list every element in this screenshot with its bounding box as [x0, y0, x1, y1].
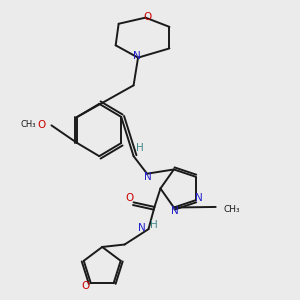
Text: N: N [144, 172, 152, 182]
Text: H: H [136, 142, 144, 152]
Text: H: H [150, 220, 158, 230]
Text: N: N [138, 223, 146, 232]
Text: N: N [172, 206, 179, 216]
Text: O: O [143, 12, 151, 22]
Text: O: O [125, 193, 133, 203]
Text: N: N [195, 193, 203, 203]
Text: O: O [38, 120, 46, 130]
Text: CH₃: CH₃ [223, 205, 240, 214]
Text: N: N [133, 51, 140, 61]
Text: CH₃: CH₃ [21, 120, 36, 129]
Text: O: O [81, 280, 90, 291]
